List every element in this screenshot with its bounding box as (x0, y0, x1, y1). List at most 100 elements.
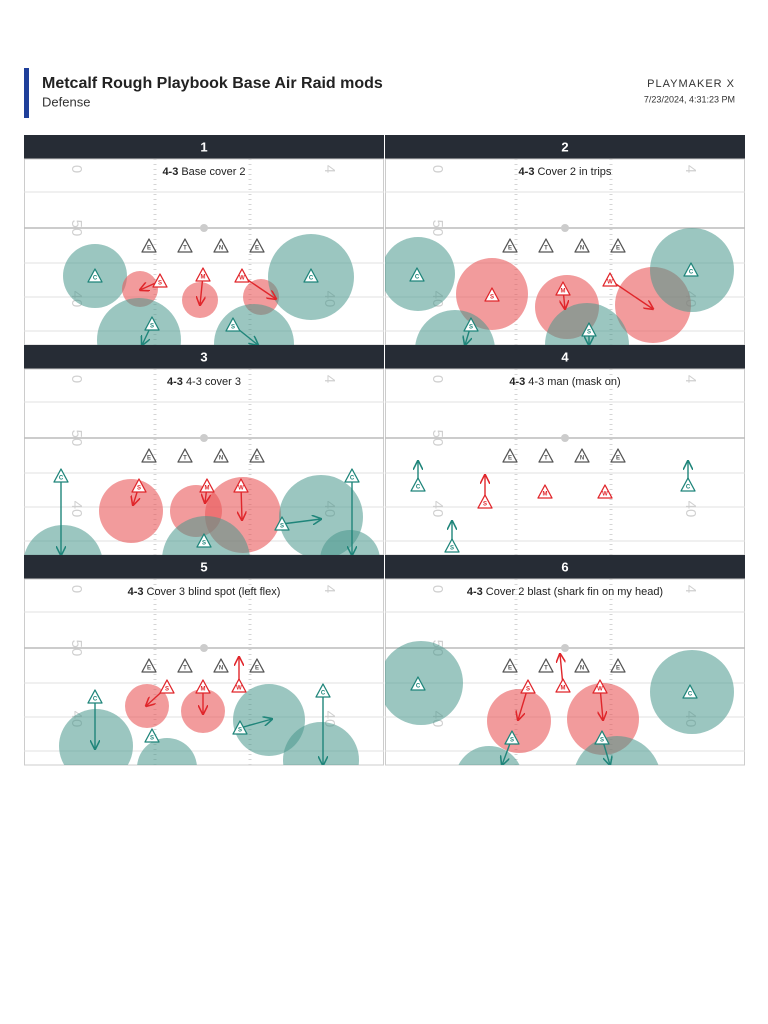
doc-subtitle: Defense (42, 94, 90, 109)
player-label: T (544, 246, 548, 252)
zone-circle (415, 310, 495, 345)
player-icon (680, 477, 696, 492)
player-icon (520, 679, 536, 694)
player-label: N (580, 666, 584, 672)
player-label: W (607, 280, 613, 286)
player-icon (231, 678, 247, 693)
yard-number: 50 (429, 220, 446, 237)
player-label: N (219, 666, 223, 672)
player-label: S (137, 486, 141, 492)
field: 0 50 40 4 40 E T N E C S M W C S 4-3 4-3 man (mask on) (385, 368, 745, 556)
player-label: S (231, 325, 235, 331)
formation: 4-3 (467, 586, 483, 598)
play-title: 4-3 Cover 2 blast (shark fin on my head) (467, 586, 663, 598)
player-icon (177, 448, 193, 463)
player-icon (233, 478, 249, 493)
player-icon (682, 684, 698, 699)
player-label: T (183, 666, 187, 672)
player-label: E (616, 666, 620, 672)
player-icon (581, 322, 597, 337)
player-label: C (686, 485, 691, 491)
player-label: C (689, 270, 694, 276)
player-icon (477, 494, 493, 509)
yard-number: 4 (321, 165, 338, 173)
ball (561, 434, 569, 442)
player-label: C (415, 275, 420, 281)
brand: PLAYMAKER X (647, 78, 735, 90)
formation: 4-3 (167, 376, 183, 388)
accent-bar (24, 68, 29, 118)
route-arrow (239, 719, 272, 729)
formation: 4-3 (509, 376, 525, 388)
timestamp: 7/23/2024, 4:31:23 PM (644, 94, 735, 104)
player-label: M (201, 275, 206, 281)
player-label: C (688, 692, 693, 698)
play-name: Cover 2 in trips (537, 166, 611, 178)
player-icon (444, 538, 460, 553)
panel-number: 2 (561, 139, 568, 154)
player-label: N (580, 246, 584, 252)
yard-number: 0 (68, 375, 85, 383)
field-content: 05040440ETNECSMWCSS (24, 369, 384, 555)
player-label: M (561, 289, 566, 295)
player-label: T (544, 666, 548, 672)
player-icon (152, 273, 168, 288)
player-icon (195, 267, 211, 282)
player-label: C (321, 691, 326, 697)
panel-header (385, 555, 745, 579)
yard-number: 4 (321, 375, 338, 383)
player-label: E (147, 666, 151, 672)
player-label: S (490, 295, 494, 301)
player-label: T (183, 456, 187, 462)
panel-number: 5 (200, 559, 207, 574)
player-icon (484, 287, 500, 302)
player-label: S (483, 502, 487, 508)
panel-number: 4 (561, 349, 569, 364)
player-icon (249, 658, 265, 673)
player-label: N (580, 456, 584, 462)
player-icon (213, 448, 229, 463)
player-icon (538, 658, 554, 673)
player-label: S (469, 325, 473, 331)
zone-circle (279, 475, 363, 555)
player-icon (602, 272, 618, 287)
field-border (385, 368, 745, 556)
yard-number: 0 (68, 585, 85, 593)
zone-circle (575, 736, 659, 765)
panel-number: 3 (200, 349, 207, 364)
zone-circle (162, 516, 250, 555)
player-icon (683, 262, 699, 277)
player-label: M (561, 686, 566, 692)
yard-number: 0 (429, 165, 446, 173)
player-icon (555, 678, 571, 693)
player-icon (502, 658, 518, 673)
ball (200, 644, 208, 652)
field-content: 05040440ETNECSMWCSS (385, 159, 745, 345)
player-label: M (205, 486, 210, 492)
ball (200, 224, 208, 232)
player-label: C (93, 697, 98, 703)
player-label: S (510, 738, 514, 744)
player-label: S (150, 736, 154, 742)
play-panel: 305040440ETNECSMWCSS4-34-3 cover 3 (24, 345, 384, 556)
player-label: E (508, 456, 512, 462)
play-title: 4-3 Cover 2 in trips (519, 166, 612, 178)
player-icon (344, 468, 360, 483)
yard-number: 4 (682, 375, 699, 383)
player-icon (131, 478, 147, 493)
player-icon (410, 676, 426, 691)
player-icon (213, 658, 229, 673)
player-label: E (616, 246, 620, 252)
player-label: S (202, 541, 206, 547)
yard-number: 50 (429, 430, 446, 447)
player-icon (463, 317, 479, 332)
field: 05040440ETNECSMWCSS4-34-3 cover 3 (24, 368, 384, 556)
play-name: Base cover 2 (181, 166, 245, 178)
player-icon (574, 238, 590, 253)
yard-number: 50 (68, 430, 85, 447)
player-icon (195, 679, 211, 694)
panel-header (385, 345, 745, 369)
player-icon (141, 658, 157, 673)
route-arrow (281, 519, 321, 524)
panel-header (24, 555, 384, 579)
